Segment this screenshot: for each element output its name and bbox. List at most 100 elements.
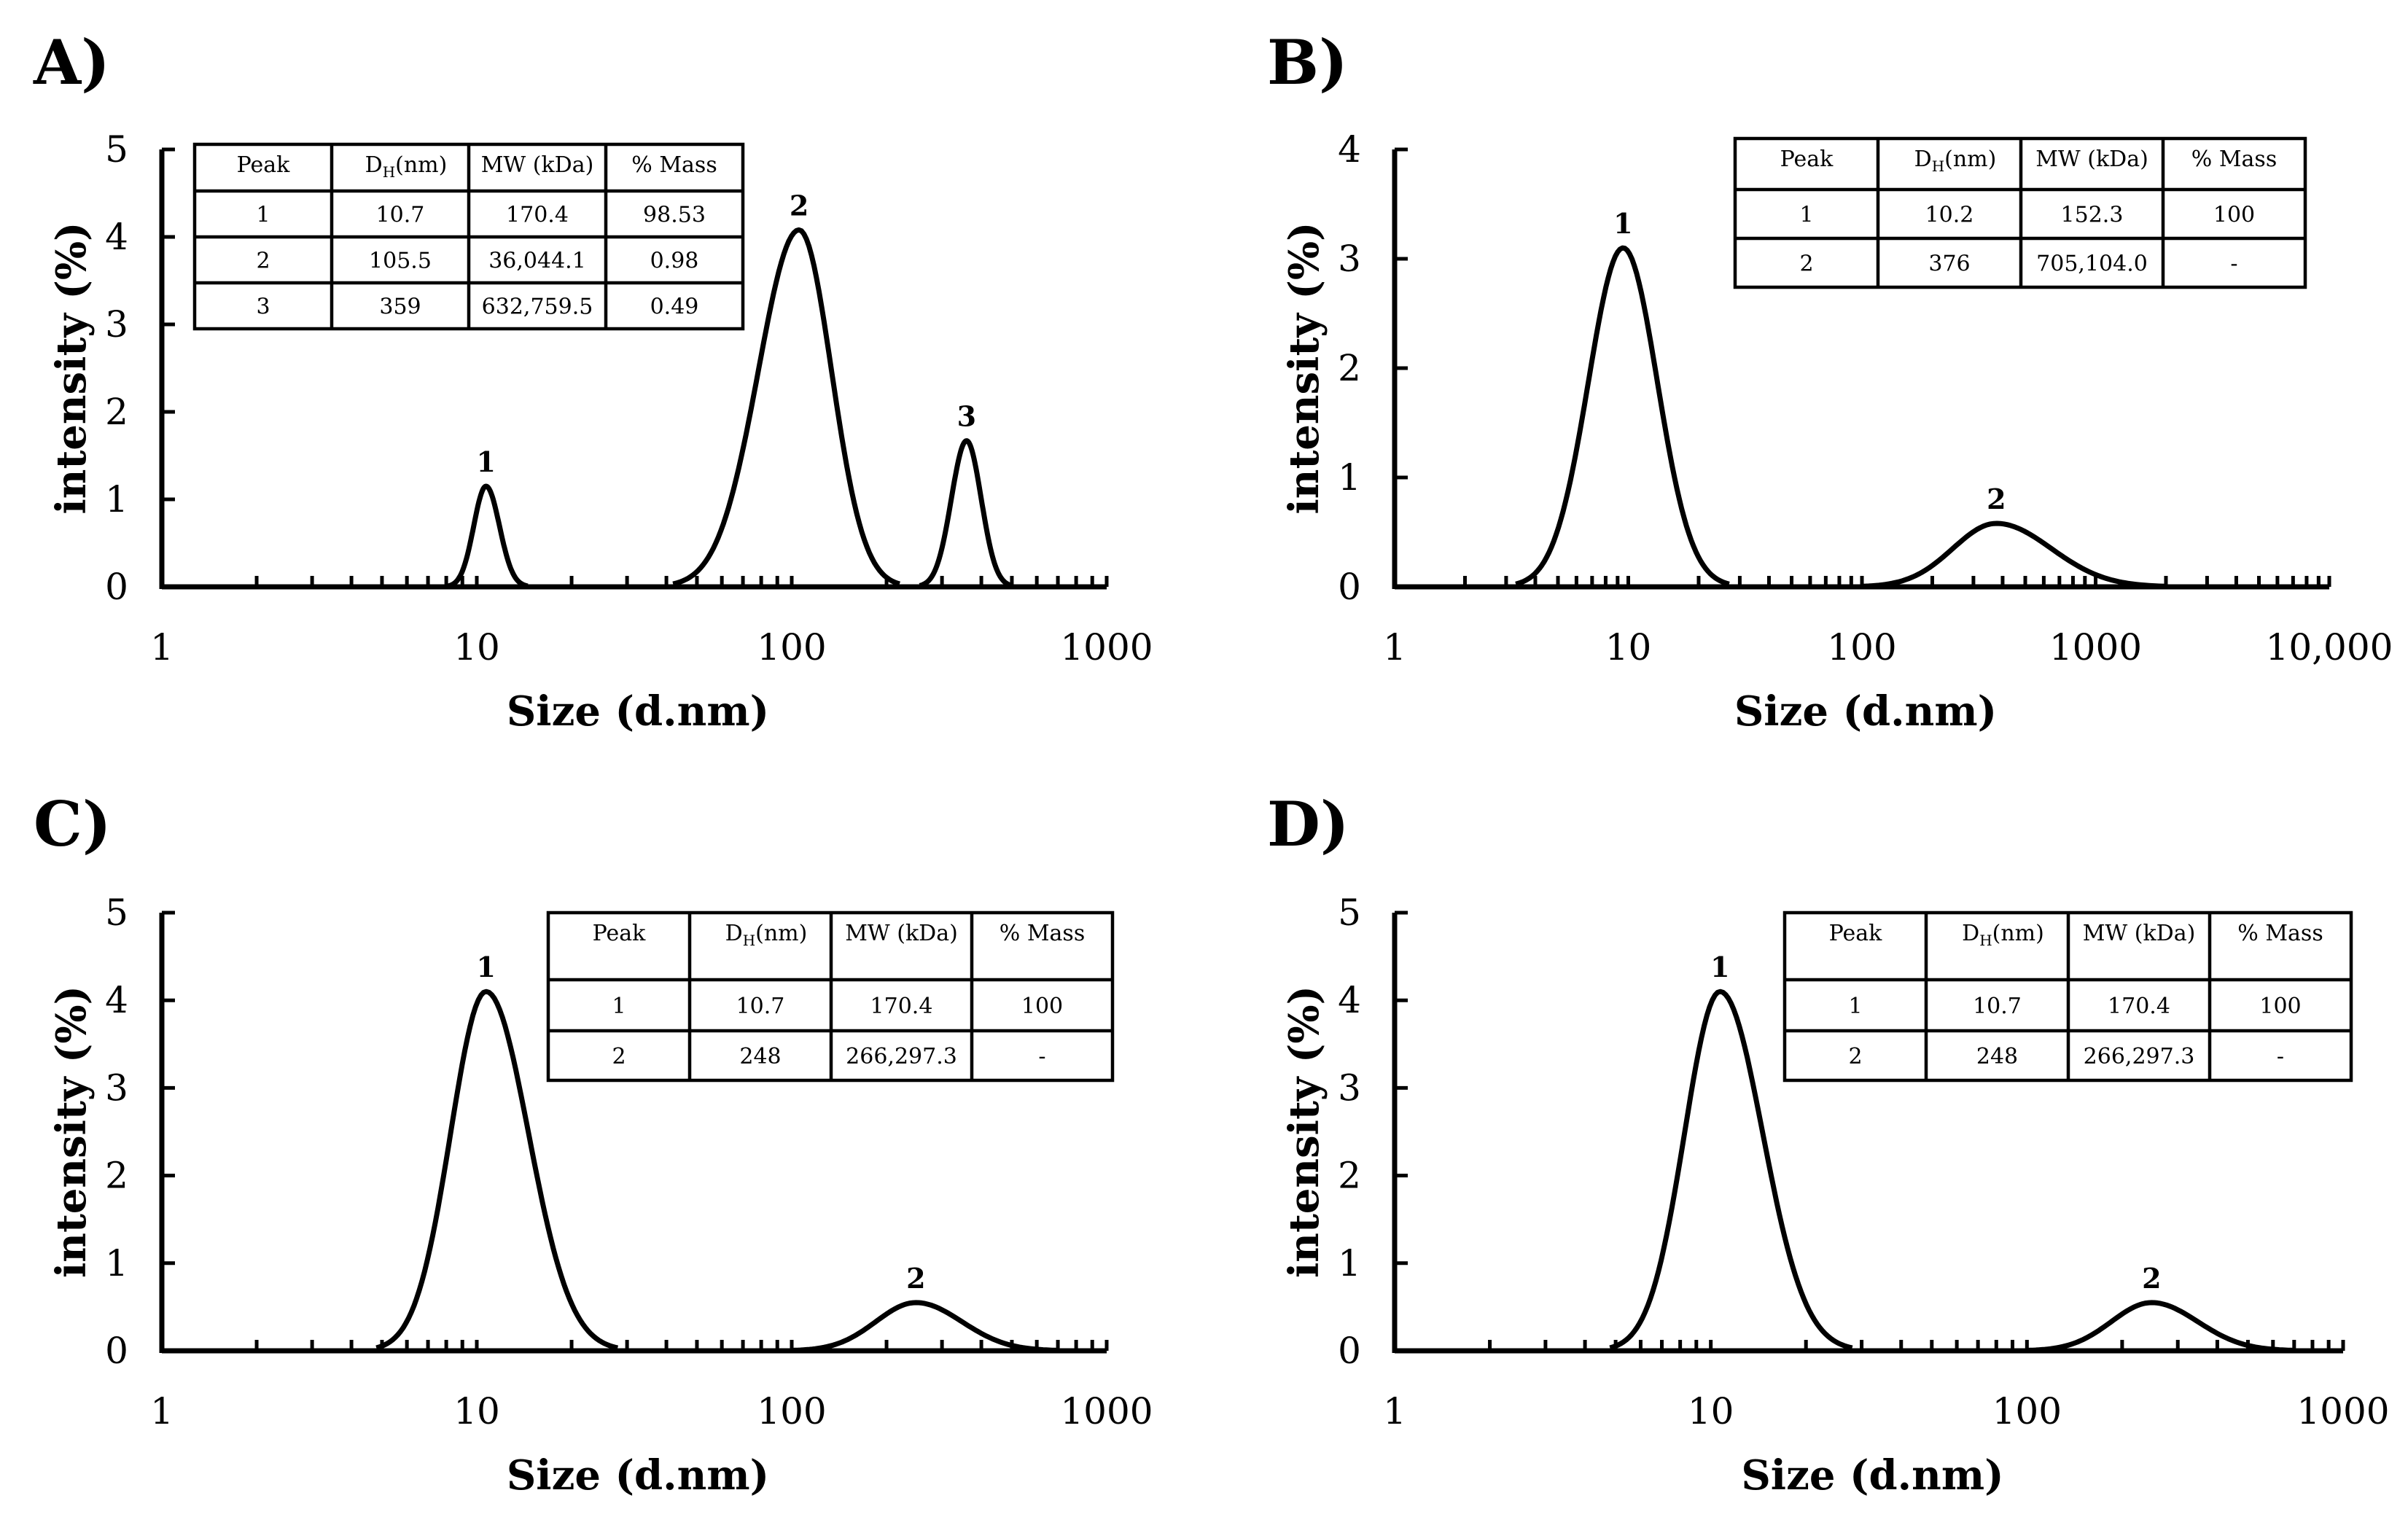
table-cell: - xyxy=(2277,1044,2284,1069)
peak-3-curve xyxy=(918,438,1014,588)
y-tick-label: 1 xyxy=(105,1242,128,1284)
peak-2-curve xyxy=(2027,1300,2294,1353)
panel-label: B) xyxy=(1267,26,1348,98)
y-tick-label: 3 xyxy=(1338,1066,1361,1109)
panel-label: D) xyxy=(1267,788,1349,860)
table-header-peak: Peak xyxy=(593,921,646,946)
x-tick-label: 1000 xyxy=(2296,1390,2389,1432)
dh-symbol: D xyxy=(1914,147,1932,172)
y-tick-label: 2 xyxy=(105,391,128,433)
table-cell: 152.3 xyxy=(2061,203,2124,228)
table-cell: 705,104.0 xyxy=(2036,251,2148,277)
table-cell: 2 xyxy=(1848,1044,1862,1069)
table-cell: 98.53 xyxy=(643,203,706,228)
peak-2-curve xyxy=(672,227,900,587)
x-tick-label: 10 xyxy=(1688,1390,1734,1432)
table-cell: 170.4 xyxy=(870,994,933,1019)
dh-unit: (nm) xyxy=(1992,921,2044,946)
y-axis-title: intensity (%) xyxy=(47,222,96,514)
dh-unit: (nm) xyxy=(755,921,807,946)
table-cell: 248 xyxy=(739,1044,781,1069)
y-tick-label: 0 xyxy=(1338,566,1361,608)
peak-2-label: 2 xyxy=(1987,483,2006,515)
y-tick-label: 1 xyxy=(105,478,128,520)
peak-2-curve xyxy=(791,1300,1059,1353)
panel-label: A) xyxy=(33,26,110,98)
x-tick-label: 100 xyxy=(1827,626,1896,668)
y-tick-label: 0 xyxy=(105,566,128,608)
x-axis-title: Size (d.nm) xyxy=(1734,687,1997,736)
table-cell: 0.98 xyxy=(650,249,699,274)
x-tick-label: 1000 xyxy=(2049,626,2142,668)
table-cell: 2 xyxy=(1799,251,1813,277)
x-axis-title: Size (d.nm) xyxy=(507,1451,769,1500)
x-tick-label: 1000 xyxy=(1060,1390,1153,1432)
y-tick-label: 4 xyxy=(1338,979,1361,1021)
panel-label: C) xyxy=(34,788,112,860)
x-tick-label: 1 xyxy=(150,626,174,668)
y-tick-label: 5 xyxy=(105,128,128,171)
x-axis-title: Size (d.nm) xyxy=(1741,1451,2003,1500)
table-header-peak: Peak xyxy=(237,152,290,178)
table-cell: 1 xyxy=(256,203,270,228)
table-header-mw: MW (kDa) xyxy=(2035,147,2148,172)
table-cell: - xyxy=(1038,1044,1045,1069)
table-cell: 100 xyxy=(2213,203,2255,228)
table-cell: 376 xyxy=(1928,251,1970,277)
table-cell: 2 xyxy=(612,1044,626,1069)
table-header-mw: MW (kDa) xyxy=(2083,921,2196,946)
table-cell: 10.7 xyxy=(376,203,425,228)
table-cell: 248 xyxy=(1976,1044,2018,1069)
table-cell: 1 xyxy=(1799,203,1813,228)
table-cell: 10.7 xyxy=(1973,994,2022,1019)
y-tick-label: 1 xyxy=(1338,1242,1361,1284)
table-header-dh: DH(nm) xyxy=(1962,921,2044,949)
peak-2-label: 2 xyxy=(906,1262,925,1295)
table-header-peak: Peak xyxy=(1829,921,1882,946)
table-header-dh: DH(nm) xyxy=(365,152,448,181)
peak-table: Peak DH(nm) MW (kDa) % Mass 1 10.7 170.4 98.53 2… xyxy=(192,142,745,331)
table-cell: 105.5 xyxy=(369,249,432,274)
x-tick-label: 1000 xyxy=(1060,626,1153,668)
peak-1-curve xyxy=(446,483,529,589)
x-tick-label: 10 xyxy=(453,1390,500,1432)
y-axis-title: intensity (%) xyxy=(1280,986,1328,1278)
x-tick-label: 1 xyxy=(1383,1390,1406,1432)
peak-1-curve xyxy=(1515,245,1730,587)
peak-1-label: 1 xyxy=(1613,207,1632,240)
table-header-mw: MW (kDa) xyxy=(481,152,594,178)
table-cell: 170.4 xyxy=(506,203,569,228)
y-tick-label: 3 xyxy=(105,303,128,346)
table-cell: 170.4 xyxy=(2108,994,2170,1019)
table-header-mw: MW (kDa) xyxy=(845,921,958,946)
x-tick-label: 100 xyxy=(757,1390,826,1432)
table-header-mass: % Mass xyxy=(631,152,717,178)
y-tick-label: 0 xyxy=(105,1330,128,1372)
table-cell: 3 xyxy=(256,295,270,320)
table-header-mass: % Mass xyxy=(2191,147,2277,172)
peak-2-label: 2 xyxy=(2142,1262,2161,1295)
peak-2-curve xyxy=(1861,520,2167,589)
peak-3-label: 3 xyxy=(957,400,976,433)
dh-symbol: D xyxy=(365,152,383,178)
y-tick-label: 5 xyxy=(1338,892,1361,934)
table-cell: - xyxy=(2230,251,2237,277)
peak-table: Peak DH(nm) MW (kDa) % Mass 1 10.7 170.4 100 2 24… xyxy=(546,910,1115,1083)
table-header-peak: Peak xyxy=(1780,147,1834,172)
dh-unit: (nm) xyxy=(1944,147,1996,172)
table-cell: 100 xyxy=(2259,994,2301,1019)
table-cell: 1 xyxy=(1848,994,1862,1019)
table-header-mass: % Mass xyxy=(1000,921,1085,946)
peak-1-curve xyxy=(375,988,619,1351)
y-tick-label: 3 xyxy=(1338,238,1361,280)
table-cell: 10.2 xyxy=(1925,203,1974,228)
x-tick-label: 100 xyxy=(1992,1390,2062,1432)
table-cell: 2 xyxy=(256,249,270,274)
peak-table: Peak DH(nm) MW (kDa) % Mass 1 10.2 152.3 100 2 37… xyxy=(1733,136,2307,289)
x-tick-label: 1 xyxy=(1383,626,1406,668)
y-tick-label: 4 xyxy=(1338,128,1361,171)
